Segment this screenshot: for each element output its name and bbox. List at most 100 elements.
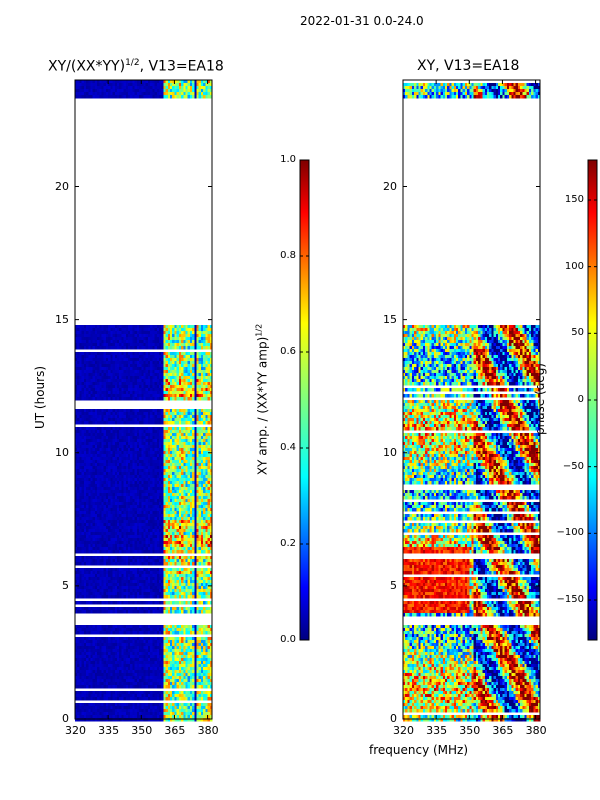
heatmap-cell xyxy=(158,369,162,374)
heatmap-cell xyxy=(101,342,105,347)
heatmap-cell xyxy=(103,381,107,386)
heatmap-cell xyxy=(105,357,109,362)
heatmap-cell xyxy=(128,435,131,440)
heatmap-cell xyxy=(112,501,116,506)
heatmap-cell xyxy=(187,453,191,458)
heatmap-cell xyxy=(187,456,191,461)
heatmap-cell xyxy=(147,477,151,482)
heatmap-cell xyxy=(176,324,180,329)
heatmap-cell xyxy=(130,516,134,521)
heatmap-cell xyxy=(170,417,173,422)
heatmap-cell xyxy=(200,345,204,350)
heatmap-cell xyxy=(178,501,182,506)
heatmap-cell xyxy=(147,393,151,398)
heatmap-cell xyxy=(90,486,94,491)
heatmap-cell xyxy=(145,480,149,485)
heatmap-cell xyxy=(194,477,198,482)
heatmap-cell xyxy=(97,516,100,521)
heatmap-cell xyxy=(128,492,131,497)
heatmap-cell xyxy=(88,474,92,479)
heatmap-cell xyxy=(97,384,100,389)
heatmap-cell xyxy=(143,396,147,401)
heatmap-cell xyxy=(181,375,184,380)
heatmap-cell xyxy=(143,498,147,503)
heatmap-cell xyxy=(88,333,92,338)
heatmap-cell xyxy=(97,435,100,440)
heatmap-cell xyxy=(183,327,187,332)
heatmap-cell xyxy=(86,453,89,458)
heatmap-cell xyxy=(79,462,83,467)
heatmap-cell xyxy=(77,330,81,335)
heatmap-cell xyxy=(103,360,107,365)
heatmap-cell xyxy=(139,492,142,497)
heatmap-cell xyxy=(192,387,195,392)
heatmap-cell xyxy=(132,408,136,413)
heatmap-cell xyxy=(209,360,213,365)
heatmap-cell xyxy=(189,330,193,335)
heatmap-cell xyxy=(183,366,187,371)
heatmap-cell xyxy=(94,372,98,377)
heatmap-cell xyxy=(88,522,92,527)
heatmap-cell xyxy=(134,369,138,374)
heatmap-cell xyxy=(167,381,171,386)
heatmap-cell xyxy=(128,501,131,506)
heatmap-cell xyxy=(123,420,127,425)
heatmap-cell xyxy=(158,519,162,524)
heatmap-cell xyxy=(152,516,156,521)
heatmap-cell xyxy=(163,339,167,344)
heatmap-cell xyxy=(123,426,127,431)
heatmap-cell xyxy=(94,363,98,368)
heatmap-cell xyxy=(158,447,162,452)
x-axis-label: frequency (MHz) xyxy=(369,743,469,757)
heatmap-cell xyxy=(81,522,85,527)
heatmap-cell xyxy=(88,339,92,344)
heatmap-cell xyxy=(125,435,129,440)
heatmap-cell xyxy=(92,486,96,491)
heatmap-cell xyxy=(178,420,182,425)
heatmap-cell xyxy=(176,501,180,506)
heatmap-cell xyxy=(112,381,116,386)
heatmap-cell xyxy=(141,489,145,494)
heatmap-cell xyxy=(181,477,184,482)
heatmap-cell xyxy=(167,459,171,464)
heatmap-cell xyxy=(147,375,151,380)
heatmap-cell xyxy=(114,429,118,434)
heatmap-cell xyxy=(77,342,81,347)
heatmap-cell xyxy=(136,453,140,458)
heatmap-cell xyxy=(147,483,151,488)
heatmap-cell xyxy=(121,420,125,425)
heatmap-cell xyxy=(105,375,109,380)
heatmap-cell xyxy=(196,357,200,362)
heatmap-cell xyxy=(88,489,92,494)
heatmap-cell xyxy=(196,396,200,401)
heatmap-cell xyxy=(143,432,147,437)
heatmap-cell xyxy=(196,468,200,473)
heatmap-cell xyxy=(79,396,83,401)
heatmap-cell xyxy=(110,477,114,482)
heatmap-cell xyxy=(152,366,156,371)
heatmap-cell xyxy=(114,447,118,452)
heatmap-cell xyxy=(207,468,211,473)
heatmap-cell xyxy=(139,363,142,368)
heatmap-cell xyxy=(128,345,131,350)
heatmap-cell xyxy=(165,468,169,473)
heatmap-cell xyxy=(130,480,134,485)
heatmap-cell xyxy=(152,387,156,392)
heatmap-cell xyxy=(101,462,105,467)
heatmap-cell xyxy=(116,333,120,338)
heatmap-cell xyxy=(170,390,173,395)
heatmap-cell xyxy=(145,495,149,500)
heatmap-cell xyxy=(187,510,191,515)
heatmap-cell xyxy=(83,333,87,338)
heatmap-cell xyxy=(88,396,92,401)
heatmap-cell xyxy=(112,465,116,470)
heatmap-cell xyxy=(147,507,151,512)
heatmap-cell xyxy=(198,477,202,482)
heatmap-cell xyxy=(123,519,127,524)
heatmap-cell xyxy=(161,483,164,488)
heatmap-cell xyxy=(187,411,191,416)
heatmap-cell xyxy=(134,417,138,422)
heatmap-cell xyxy=(200,393,204,398)
heatmap-cell xyxy=(83,438,87,443)
heatmap-cell xyxy=(130,327,134,332)
